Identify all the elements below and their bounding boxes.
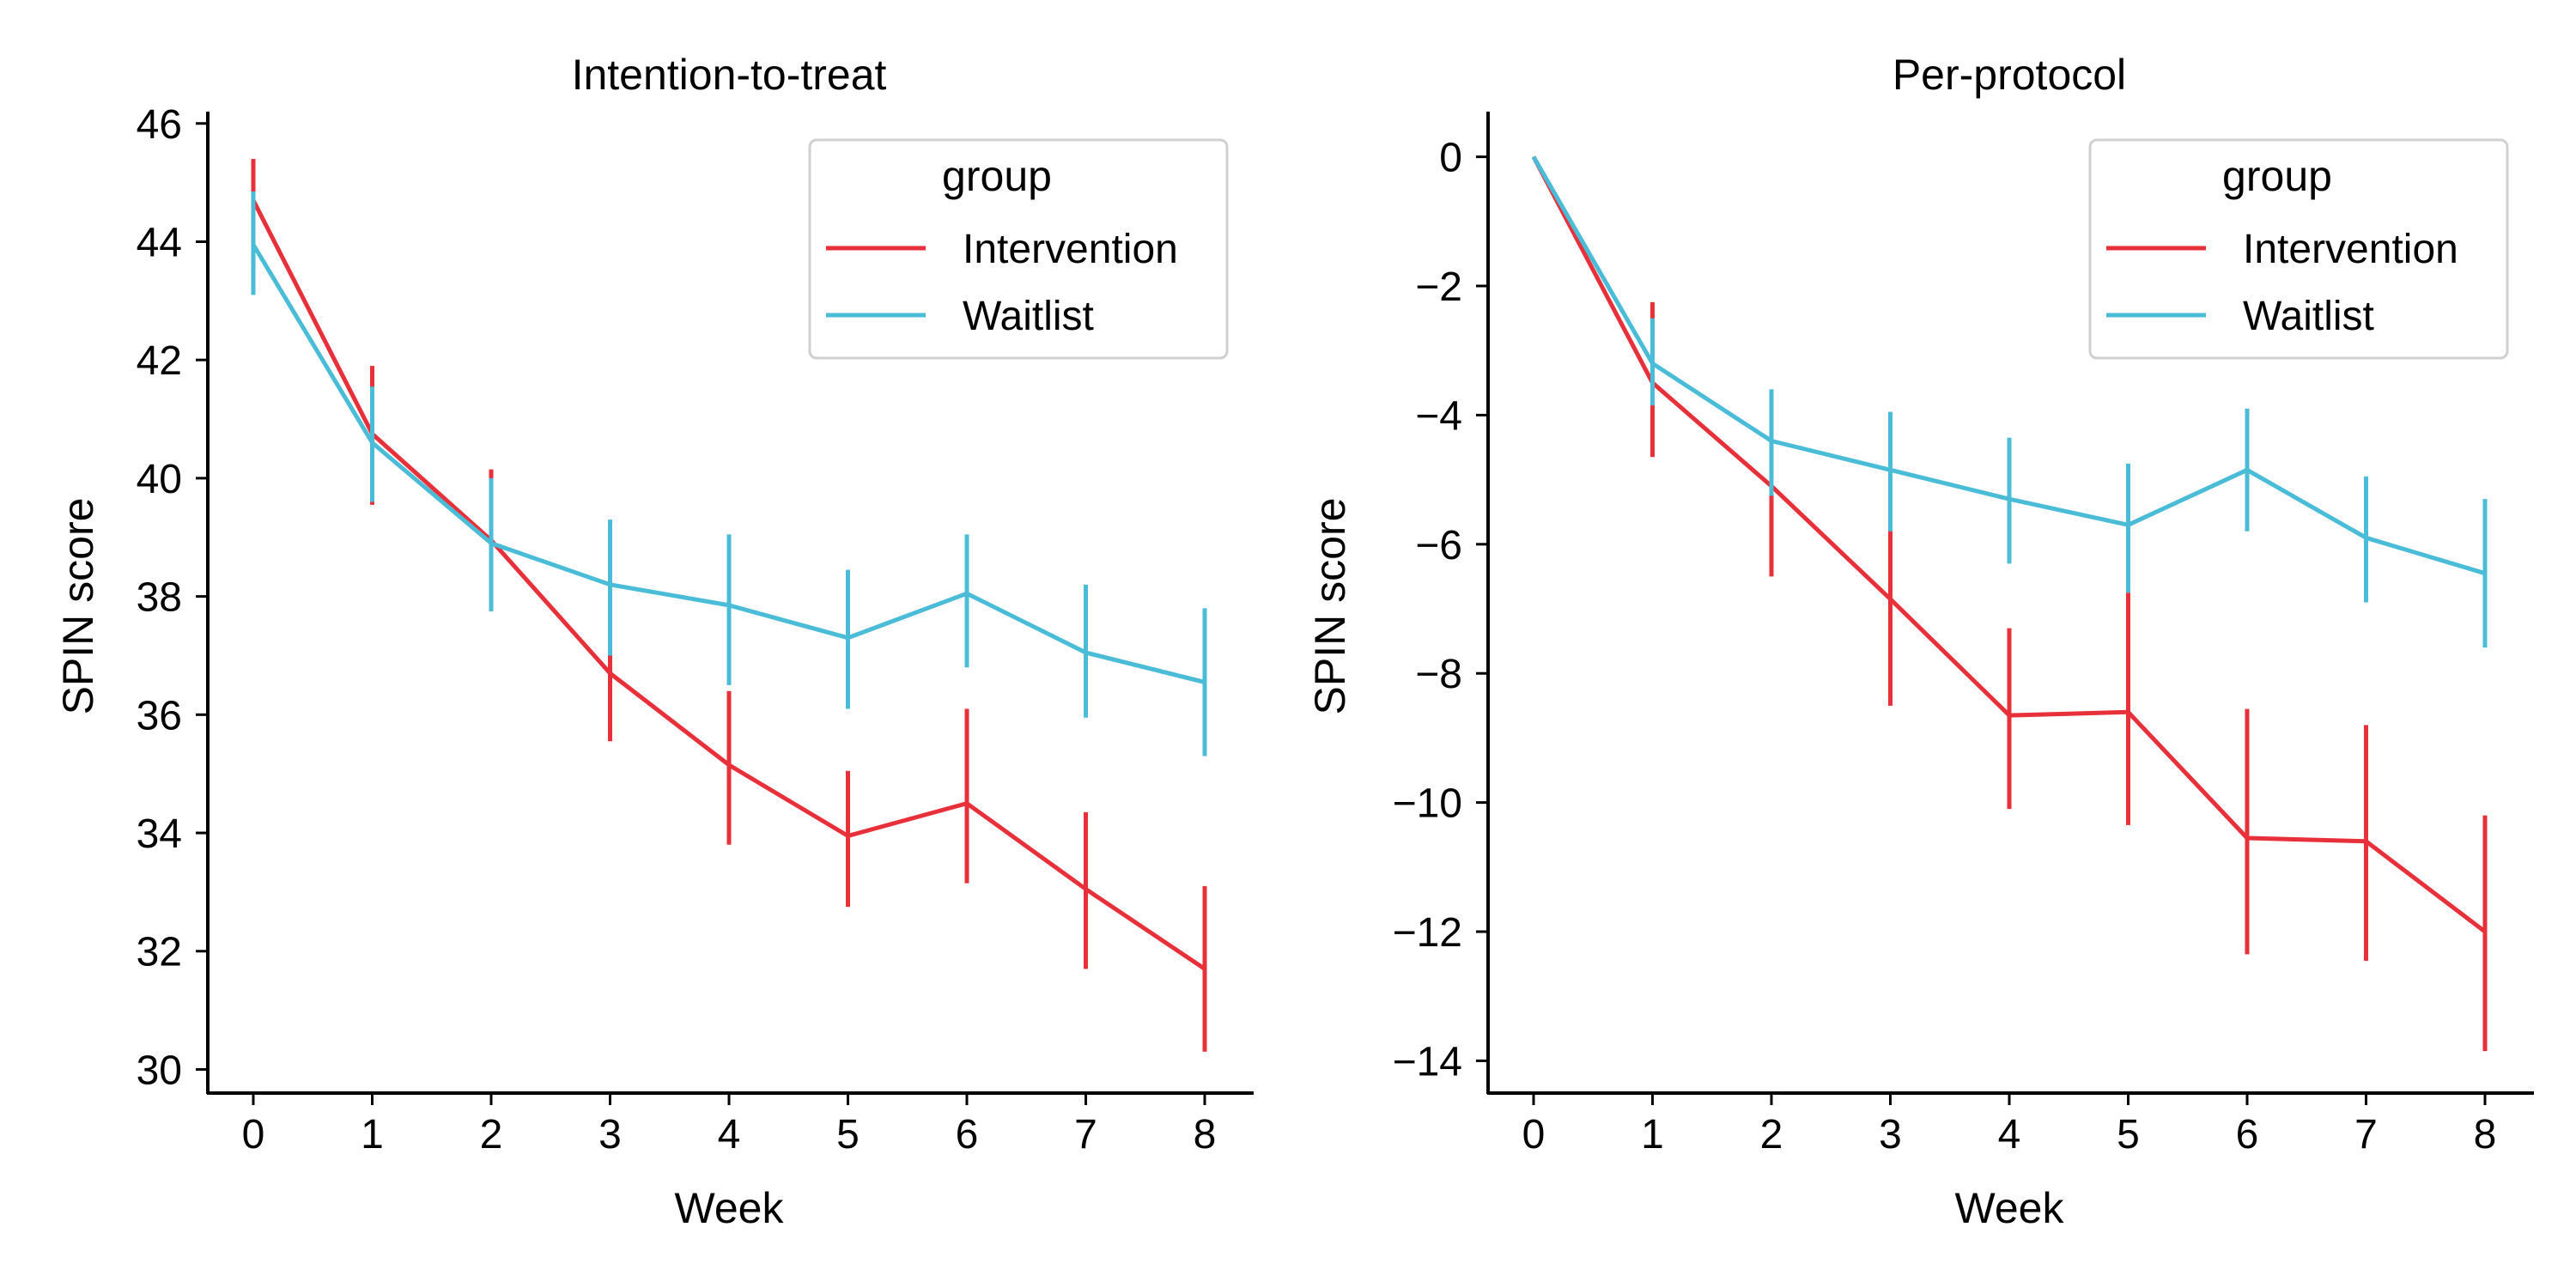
x-tick-label: 8 xyxy=(2474,1112,2497,1157)
y-tick-label: 46 xyxy=(137,102,182,148)
x-tick-label: 7 xyxy=(2354,1112,2378,1157)
y-tick-label: 30 xyxy=(137,1048,182,1093)
x-tick-label: 7 xyxy=(1074,1112,1097,1157)
legend: group Intervention Waitlist xyxy=(2088,138,2509,360)
series-line-intervention xyxy=(1531,155,2487,933)
y-axis-label: SPIN score xyxy=(1306,498,1354,715)
y-tick-label: 38 xyxy=(137,575,182,621)
y-tick-label: −10 xyxy=(1393,781,1462,827)
chart-panel-per-protocol: Per-protocol 0 1 2 3 4 5 6 7 8 0 −2 −4 −6 −8 −10 −12 −14… xyxy=(1306,51,2534,1232)
y-tick-label: −6 xyxy=(1415,523,1462,568)
x-tick-label: 1 xyxy=(361,1112,384,1157)
x-tick-label: 1 xyxy=(1641,1112,1664,1157)
y-axis-label: SPIN score xyxy=(54,498,102,715)
y-tick-label: −8 xyxy=(1415,652,1462,697)
y-tick-label: −14 xyxy=(1393,1039,1462,1084)
y-tick-label: 34 xyxy=(137,811,182,857)
y-tick-label: 0 xyxy=(1439,136,1462,181)
series-line-waitlist xyxy=(1531,155,2486,576)
y-tick-label: 44 xyxy=(137,220,182,265)
x-tick-label: 0 xyxy=(1522,1112,1546,1157)
y-tick-label: 32 xyxy=(137,930,182,975)
legend-label-intervention: Intervention xyxy=(2243,227,2458,272)
y-tick-label: −12 xyxy=(1393,910,1462,956)
series-line-intervention xyxy=(251,199,1206,971)
legend-box xyxy=(808,138,1229,360)
y-tick-label: 40 xyxy=(137,457,182,502)
x-axis-label: Week xyxy=(1955,1184,2065,1232)
y-tick-label: −2 xyxy=(1415,264,1462,310)
y-tick-label: 36 xyxy=(137,693,182,738)
legend-title: group xyxy=(2222,152,2332,200)
x-tick-label: 3 xyxy=(1879,1112,1902,1157)
x-tick-label: 5 xyxy=(836,1112,860,1157)
x-tick-label: 6 xyxy=(2236,1112,2259,1157)
y-tick-label: 42 xyxy=(137,338,182,384)
chart-title: Intention-to-treat xyxy=(572,51,887,99)
x-tick-label: 3 xyxy=(598,1112,622,1157)
chart-panel-intention-to-treat: Intention-to-treat 0 1 2 3 4 5 6 7 8303234363840… xyxy=(54,51,1254,1232)
series-waitlist xyxy=(251,191,1207,756)
x-tick-label: 6 xyxy=(956,1112,979,1157)
legend: group Intervention Waitlist xyxy=(808,138,1229,360)
y-tick-label: −4 xyxy=(1415,393,1462,439)
chart-title: Per-protocol xyxy=(1893,51,2126,99)
legend-title: group xyxy=(942,152,1052,200)
x-tick-label: 5 xyxy=(2117,1112,2140,1157)
series-line-waitlist xyxy=(251,243,1206,684)
x-tick-label: 4 xyxy=(1998,1112,2021,1157)
plot-area: 0 1 2 3 4 5 6 7 8 0 −2 −4 −6 −8 −10 −12 −14 xyxy=(1393,112,2534,1157)
x-axis-label: Week xyxy=(675,1184,785,1232)
series-waitlist xyxy=(1531,155,2488,648)
legend-label-waitlist: Waitlist xyxy=(2243,294,2374,339)
x-tick-label: 2 xyxy=(1760,1112,1783,1157)
legend-label-waitlist: Waitlist xyxy=(963,294,1094,339)
legend-box xyxy=(2088,138,2509,360)
legend-label-intervention: Intervention xyxy=(963,227,1178,272)
x-tick-label: 4 xyxy=(718,1112,741,1157)
x-tick-label: 2 xyxy=(480,1112,503,1157)
x-tick-label: 0 xyxy=(242,1112,265,1157)
x-tick-label: 8 xyxy=(1194,1112,1217,1157)
